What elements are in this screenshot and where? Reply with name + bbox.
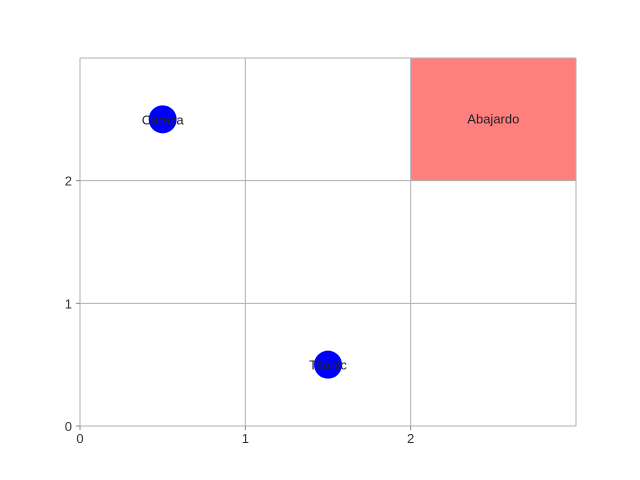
grid-lines (79, 57, 577, 427)
x-tick-label: 0 (76, 431, 83, 446)
highlight-regions (410, 58, 576, 181)
x-tick-label: 1 (242, 431, 249, 446)
region-label: Abajardo (467, 111, 519, 126)
y-tick-label: 2 (65, 174, 72, 189)
data-point (314, 350, 342, 379)
y-tick-label: 0 (65, 419, 72, 434)
x-tick-label: 2 (407, 431, 414, 446)
data-labels: Abajardo Caraza Titanic (142, 111, 520, 372)
data-point-label: Titanic (309, 358, 347, 373)
highlight-region (410, 58, 576, 181)
data-point (148, 105, 177, 134)
data-point-label: Caraza (142, 112, 185, 127)
data-points (148, 105, 342, 379)
axis-ticks: 0 1 2 0 1 2 (65, 174, 415, 446)
y-tick-label: 1 (65, 296, 72, 311)
